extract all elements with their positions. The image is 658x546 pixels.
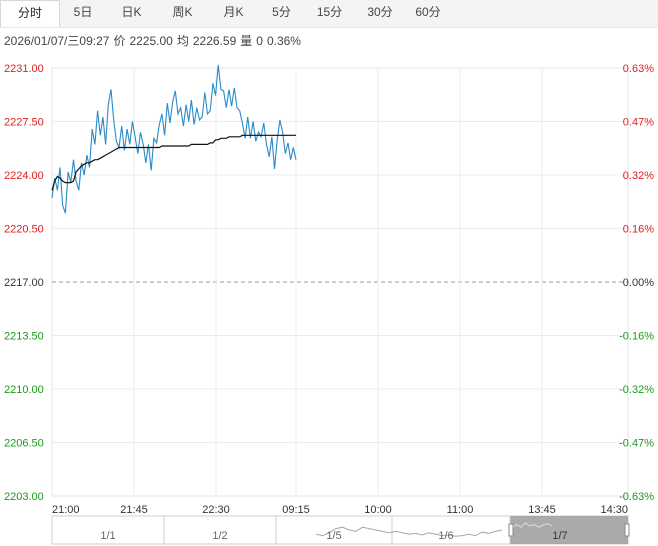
y-tick-label: 2210.00 bbox=[4, 384, 44, 396]
x-tick-label: 21:00 bbox=[52, 504, 80, 516]
navigator-day-label: 1/5 bbox=[326, 530, 341, 542]
navigator-day-label: 1/1 bbox=[100, 530, 115, 542]
quote-datetime: 2026/01/07/三09:27 bbox=[4, 34, 110, 48]
price-line bbox=[51, 64, 297, 214]
average-price-line bbox=[51, 134, 296, 191]
navigator-trend-selected bbox=[511, 522, 553, 529]
x-tick-label: 10:00 bbox=[364, 504, 392, 516]
tab-period-8[interactable]: 60分 bbox=[415, 5, 441, 19]
price-label: 价 bbox=[113, 34, 126, 48]
tab-period-3[interactable]: 周K bbox=[172, 5, 193, 19]
y-tick-label: 2220.50 bbox=[4, 224, 44, 236]
price-value: 2225.00 bbox=[129, 34, 173, 48]
tab-period-4[interactable]: 月K bbox=[223, 5, 244, 19]
tab-period-6[interactable]: 15分 bbox=[316, 5, 343, 19]
y-tick-label: 2217.00 bbox=[4, 277, 44, 289]
pct-tick-label: -0.47% bbox=[619, 438, 654, 450]
x-tick-label: 22:30 bbox=[202, 504, 230, 516]
tab-period-1[interactable]: 5日 bbox=[73, 5, 93, 19]
navigator-day-label: 1/2 bbox=[212, 530, 227, 542]
tab-period-5[interactable]: 5分 bbox=[272, 5, 291, 19]
x-tick-label: 11:00 bbox=[447, 504, 474, 516]
navigator-left-handle[interactable] bbox=[508, 523, 514, 537]
navigator-selected-range bbox=[510, 516, 628, 544]
pct-tick-label: -0.63% bbox=[619, 491, 654, 503]
y-tick-label: 2203.00 bbox=[4, 491, 44, 503]
navigator-right-handle[interactable] bbox=[624, 523, 630, 537]
pct-tick-label: 0.00% bbox=[623, 277, 654, 289]
tab-period-7[interactable]: 30分 bbox=[367, 5, 393, 19]
tab-period-2[interactable]: 日K bbox=[121, 5, 142, 19]
tab-period-0[interactable]: 分时 bbox=[0, 0, 60, 27]
pct-tick-label: 0.16% bbox=[623, 224, 654, 236]
volume-label: 量 bbox=[240, 34, 253, 48]
y-tick-label: 2206.50 bbox=[4, 438, 44, 450]
pct-tick-label: 0.47% bbox=[623, 117, 654, 129]
pct-tick-label: -0.16% bbox=[619, 331, 654, 343]
x-tick-label: 21:45 bbox=[120, 504, 148, 516]
y-tick-label: 2213.50 bbox=[4, 331, 44, 343]
navigator-day-label: 1/6 bbox=[438, 530, 453, 542]
pct-tick-label: -0.32% bbox=[619, 384, 654, 396]
y-tick-label: 2227.50 bbox=[4, 117, 44, 129]
pct-tick-label: 0.63% bbox=[623, 63, 654, 75]
avg-label: 均 bbox=[176, 34, 189, 48]
pct-tick-label: 0.32% bbox=[623, 170, 654, 182]
x-tick-label: 14:30 bbox=[600, 504, 628, 516]
y-tick-label: 2231.00 bbox=[4, 63, 44, 75]
y-tick-label: 2224.00 bbox=[4, 170, 44, 182]
period-tab-bar: 分时 5日 日K 周K 月K 5分 15分 30分 60分 bbox=[0, 0, 658, 28]
navigator-trend-line bbox=[315, 526, 503, 537]
quote-info-line: 2026/01/07/三09:27 价 2225.00 均 2226.59 量 0 0.36% bbox=[4, 32, 305, 49]
navigator-day-label: 1/7 bbox=[552, 530, 567, 542]
change-percent: 0.36% bbox=[266, 34, 301, 48]
avg-value: 2226.59 bbox=[192, 34, 237, 48]
x-tick-label: 09:15 bbox=[282, 504, 310, 516]
volume-value: 0 bbox=[256, 34, 263, 48]
x-tick-label: 13:45 bbox=[528, 504, 556, 516]
